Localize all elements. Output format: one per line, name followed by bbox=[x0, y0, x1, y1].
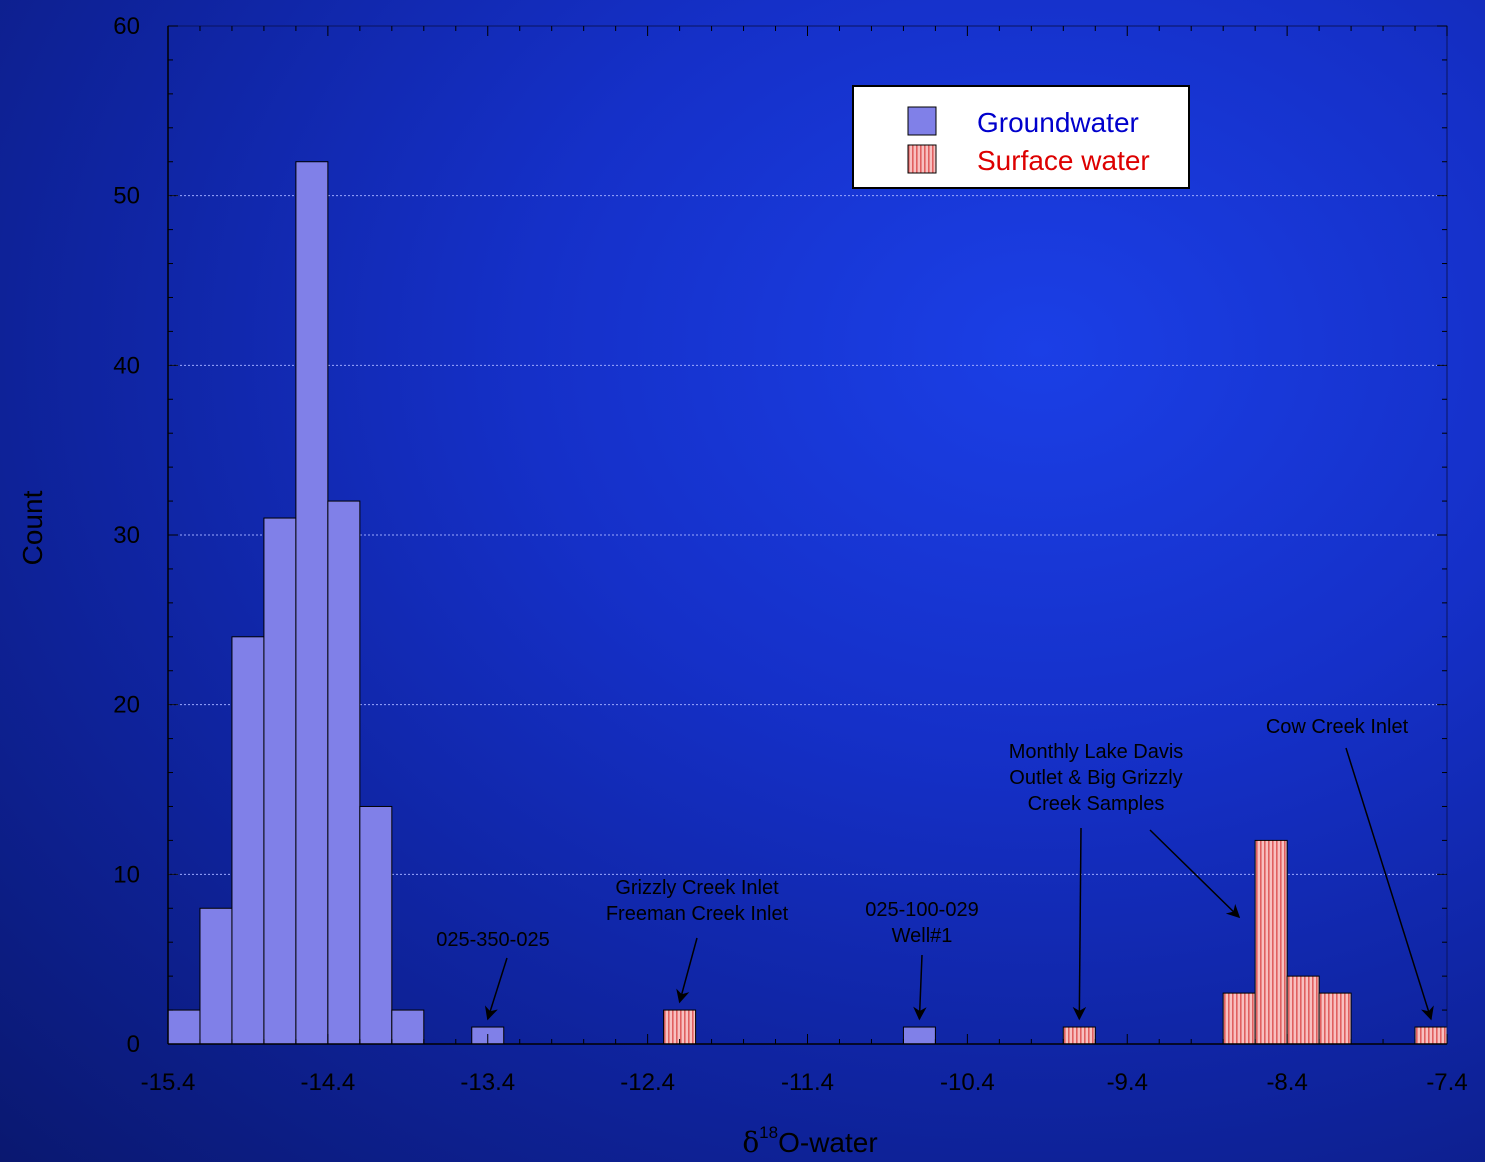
x-tick-labels: -15.4 -14.4 -13.4 -12.4 -11.4 -10.4 -9.4 -8.4 -7… bbox=[141, 1069, 1468, 1096]
annotation-label: 025-100-029 Well#1 bbox=[865, 899, 978, 947]
y-tick-label: 0 bbox=[127, 1031, 140, 1058]
y-tick-label: 10 bbox=[113, 861, 140, 888]
annotation-label: Monthly Lake Davis Outlet & Big Grizzly Cr… bbox=[1009, 741, 1184, 815]
legend-label-surface-water: Surface water bbox=[977, 145, 1150, 176]
annotation-line: Well#1 bbox=[892, 925, 953, 947]
annotations: 025-350-025 Grizzly Creek Inlet Freeman Cr… bbox=[436, 716, 1434, 1021]
annotation-line: 025-350-025 bbox=[436, 929, 549, 951]
annotation-line: Freeman Creek Inlet bbox=[606, 903, 789, 925]
x-tick-label: -15.4 bbox=[141, 1069, 196, 1096]
y-tick-label: 40 bbox=[113, 352, 140, 379]
annotation-line: Grizzly Creek Inlet bbox=[615, 877, 779, 899]
x-tick-label: -7.4 bbox=[1426, 1069, 1467, 1096]
annotation-arrow bbox=[676, 937, 698, 1004]
annotation-line: Outlet & Big Grizzly bbox=[1009, 767, 1182, 789]
x-tick-label: -9.4 bbox=[1107, 1069, 1148, 1096]
annotation-label: 025-350-025 bbox=[436, 929, 549, 951]
annotation-line: Cow Creek Inlet bbox=[1266, 716, 1409, 738]
bar-surface-water bbox=[1254, 839, 1288, 1045]
legend-swatch-surface-water bbox=[907, 144, 937, 174]
x-axis-label-text: O-water bbox=[778, 1127, 878, 1158]
bar-groundwater bbox=[359, 805, 393, 1045]
tick-marks bbox=[167, 25, 1448, 1045]
x-tick-label: -11.4 bbox=[781, 1069, 834, 1096]
y-tick-label: 30 bbox=[113, 522, 140, 549]
bar-groundwater bbox=[263, 517, 297, 1045]
annotation-arrow bbox=[1345, 747, 1434, 1021]
bar-surface-water bbox=[1414, 1026, 1448, 1045]
legend: Groundwater Surface water bbox=[852, 85, 1190, 189]
bar-groundwater bbox=[902, 1026, 936, 1045]
bar-groundwater bbox=[295, 161, 329, 1045]
bar-groundwater bbox=[231, 636, 265, 1045]
annotation-arrow bbox=[913, 954, 927, 1021]
bar-surface-water bbox=[663, 1009, 697, 1045]
bar-groundwater bbox=[199, 907, 233, 1045]
y-tick-label: 20 bbox=[113, 692, 140, 719]
annotation-line: Monthly Lake Davis bbox=[1009, 741, 1184, 763]
bar-surface-water bbox=[1062, 1026, 1096, 1045]
bar-surface-water bbox=[1222, 992, 1256, 1045]
annotation-label: Cow Creek Inlet bbox=[1266, 716, 1409, 738]
y-tick-label: 50 bbox=[113, 183, 140, 210]
bar-groundwater bbox=[167, 1009, 201, 1045]
x-axis-label-symbol: δ bbox=[742, 1126, 759, 1159]
x-axis-label: δ18O-water bbox=[742, 1123, 877, 1159]
x-tick-label: -14.4 bbox=[301, 1069, 356, 1096]
legend-label-groundwater: Groundwater bbox=[977, 107, 1139, 138]
x-tick-label: -8.4 bbox=[1266, 1069, 1307, 1096]
y-tick-labels: 0 10 20 30 40 50 60 bbox=[113, 13, 140, 1058]
annotation-label: Grizzly Creek Inlet Freeman Creek Inlet bbox=[606, 877, 789, 925]
legend-swatch-groundwater bbox=[907, 106, 937, 136]
x-tick-label: -13.4 bbox=[460, 1069, 515, 1096]
x-tick-label: -12.4 bbox=[620, 1069, 675, 1096]
x-tick-label: -10.4 bbox=[940, 1069, 995, 1096]
annotation-line: Creek Samples bbox=[1028, 793, 1165, 815]
annotation-arrow bbox=[1072, 827, 1087, 1021]
bar-groundwater bbox=[327, 500, 361, 1045]
bar-surface-water bbox=[1318, 992, 1352, 1045]
y-tick-label: 60 bbox=[113, 13, 140, 40]
bar-groundwater bbox=[391, 1009, 425, 1045]
annotation-arrow bbox=[484, 957, 508, 1021]
annotation-line: 025-100-029 bbox=[865, 899, 978, 921]
annotation-arrow bbox=[1149, 829, 1241, 919]
y-axis-label: Count bbox=[17, 490, 48, 565]
x-axis-label-superscript: 18 bbox=[759, 1123, 778, 1142]
bar-surface-water bbox=[1286, 975, 1320, 1045]
bars bbox=[167, 161, 1448, 1045]
